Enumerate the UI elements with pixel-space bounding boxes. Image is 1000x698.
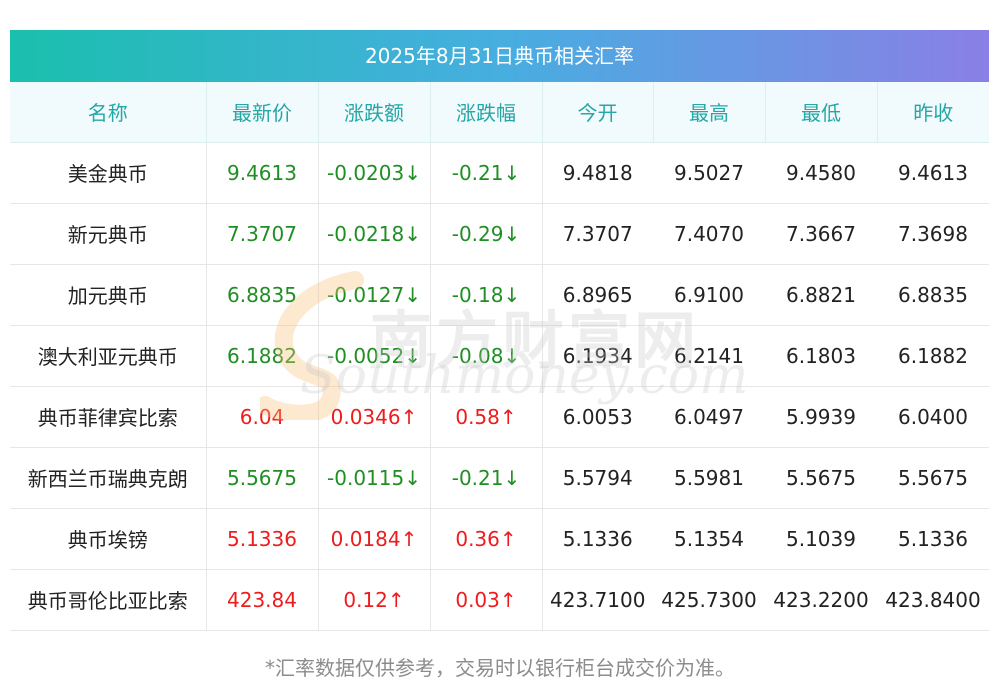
high-price-cell: 5.5981 (653, 447, 765, 509)
currency-name-cell: 新元典币 (10, 203, 207, 265)
prev-close-cell: 423.8400 (877, 569, 989, 631)
currency-name-cell: 新西兰币瑞典克朗 (10, 447, 207, 509)
table-body: 美金典币 9.4613 -0.0203↓ -0.21↓ 9.4818 9.5027 9.45… (10, 142, 989, 631)
table-row: 美金典币 9.4613 -0.0203↓ -0.21↓ 9.4818 9.5027 9.45… (10, 142, 989, 204)
rates-table: 名称 最新价 涨跌额 涨跌幅 今开 最高 最低 昨收 美金典币 9.4613 -0.… (10, 82, 989, 631)
change-percent-cell: -0.18↓ (430, 264, 543, 326)
latest-price-cell: 6.8835 (206, 264, 319, 326)
open-price-cell: 6.1934 (542, 325, 653, 387)
change-percent-cell: -0.21↓ (430, 447, 543, 509)
change-percent-cell: -0.29↓ (430, 203, 543, 265)
prev-close-cell: 6.1882 (877, 325, 989, 387)
prev-close-cell: 5.1336 (877, 508, 989, 570)
open-price-cell: 6.0053 (542, 386, 653, 448)
prev-close-cell: 6.8835 (877, 264, 989, 326)
prev-close-cell: 5.5675 (877, 447, 989, 509)
rates-panel: 2025年8月31日典币相关汇率 名称 最新价 涨跌额 涨跌幅 今开 最高 最低… (10, 30, 989, 631)
low-price-cell: 5.5675 (765, 447, 877, 509)
latest-price-cell: 5.1336 (206, 508, 319, 570)
currency-name-cell: 美金典币 (10, 142, 207, 204)
column-header-name: 名称 (10, 82, 207, 143)
change-percent-cell: -0.08↓ (430, 325, 543, 387)
latest-price-cell: 6.1882 (206, 325, 319, 387)
high-price-cell: 6.0497 (653, 386, 765, 448)
column-header-change: 涨跌额 (318, 82, 431, 143)
currency-name-cell: 典币埃镑 (10, 508, 207, 570)
table-row: 新西兰币瑞典克朗 5.5675 -0.0115↓ -0.21↓ 5.5794 5.5981… (10, 447, 989, 509)
currency-name-cell: 典币菲律宾比索 (10, 386, 207, 448)
latest-price-cell: 9.4613 (206, 142, 319, 204)
low-price-cell: 6.8821 (765, 264, 877, 326)
high-price-cell: 5.1354 (653, 508, 765, 570)
currency-name-cell: 加元典币 (10, 264, 207, 326)
high-price-cell: 9.5027 (653, 142, 765, 204)
high-price-cell: 6.2141 (653, 325, 765, 387)
currency-name-cell: 典币哥伦比亚比索 (10, 569, 207, 631)
low-price-cell: 5.1039 (765, 508, 877, 570)
open-price-cell: 7.3707 (542, 203, 653, 265)
change-amount-cell: -0.0218↓ (318, 203, 431, 265)
low-price-cell: 9.4580 (765, 142, 877, 204)
table-row: 典币菲律宾比索 6.04 0.0346↑ 0.58↑ 6.0053 6.0497 5.993… (10, 386, 989, 448)
header-row: 名称 最新价 涨跌额 涨跌幅 今开 最高 最低 昨收 (10, 82, 989, 143)
high-price-cell: 6.9100 (653, 264, 765, 326)
latest-price-cell: 7.3707 (206, 203, 319, 265)
change-amount-cell: 0.0184↑ (318, 508, 431, 570)
table-row: 典币埃镑 5.1336 0.0184↑ 0.36↑ 5.1336 5.1354 5.1039… (10, 508, 989, 570)
table-row: 典币哥伦比亚比索 423.84 0.12↑ 0.03↑ 423.7100 425.7300… (10, 569, 989, 631)
low-price-cell: 6.1803 (765, 325, 877, 387)
footnote: *汇率数据仅供参考，交易时以银行柜台成交价为准。 (265, 656, 735, 680)
open-price-cell: 423.7100 (542, 569, 653, 631)
column-header-open: 今开 (542, 82, 654, 143)
change-amount-cell: -0.0052↓ (318, 325, 431, 387)
high-price-cell: 7.4070 (653, 203, 765, 265)
open-price-cell: 5.1336 (542, 508, 653, 570)
table-row: 新元典币 7.3707 -0.0218↓ -0.29↓ 7.3707 7.4070 7.36… (10, 203, 989, 265)
change-amount-cell: 0.12↑ (318, 569, 431, 631)
open-price-cell: 6.8965 (542, 264, 653, 326)
column-header-pct: 涨跌幅 (430, 82, 543, 143)
change-amount-cell: -0.0203↓ (318, 142, 431, 204)
change-amount-cell: -0.0115↓ (318, 447, 431, 509)
change-amount-cell: -0.0127↓ (318, 264, 431, 326)
prev-close-cell: 7.3698 (877, 203, 989, 265)
low-price-cell: 7.3667 (765, 203, 877, 265)
change-percent-cell: 0.36↑ (430, 508, 543, 570)
low-price-cell: 5.9939 (765, 386, 877, 448)
low-price-cell: 423.2200 (765, 569, 877, 631)
column-header-low: 最低 (765, 82, 878, 143)
latest-price-cell: 6.04 (206, 386, 319, 448)
latest-price-cell: 423.84 (206, 569, 319, 631)
table-row: 澳大利亚元典币 6.1882 -0.0052↓ -0.08↓ 6.1934 6.2141 6… (10, 325, 989, 387)
table-row: 加元典币 6.8835 -0.0127↓ -0.18↓ 6.8965 6.9100 6.88… (10, 264, 989, 326)
latest-price-cell: 5.5675 (206, 447, 319, 509)
table-title: 2025年8月31日典币相关汇率 (10, 30, 989, 82)
currency-name-cell: 澳大利亚元典币 (10, 325, 207, 387)
column-header-high: 最高 (653, 82, 766, 143)
column-header-latest: 最新价 (206, 82, 319, 143)
open-price-cell: 9.4818 (542, 142, 653, 204)
change-percent-cell: -0.21↓ (430, 142, 543, 204)
high-price-cell: 425.7300 (653, 569, 765, 631)
open-price-cell: 5.5794 (542, 447, 653, 509)
change-amount-cell: 0.0346↑ (318, 386, 431, 448)
prev-close-cell: 6.0400 (877, 386, 989, 448)
change-percent-cell: 0.58↑ (430, 386, 543, 448)
column-header-prev: 昨收 (877, 82, 989, 143)
prev-close-cell: 9.4613 (877, 142, 989, 204)
change-percent-cell: 0.03↑ (430, 569, 543, 631)
